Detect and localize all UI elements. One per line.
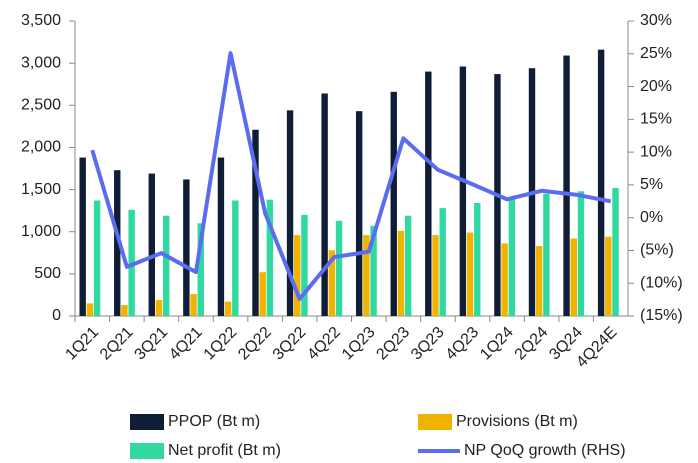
legend-label: NP QoQ growth (RHS)	[464, 442, 626, 459]
legend-label: Provisions (Bt m)	[456, 413, 578, 430]
bar	[577, 191, 585, 316]
y2-tick-label: 20%	[640, 78, 672, 95]
x-tick-label: 2Q22	[235, 324, 275, 364]
line	[90, 51, 612, 301]
bar	[501, 243, 508, 316]
bar	[570, 238, 577, 316]
bar	[466, 232, 474, 316]
legend-swatch	[130, 414, 164, 430]
bar	[355, 111, 363, 316]
bar	[232, 200, 239, 316]
bar	[543, 193, 550, 316]
y2-tick-label: 0%	[640, 209, 663, 226]
bar	[155, 299, 163, 316]
bar	[79, 157, 86, 316]
x-tick-label: 4Q22	[304, 324, 344, 364]
bar	[224, 301, 232, 316]
legend-label: PPOP (Bt m)	[168, 413, 260, 430]
bar	[183, 179, 190, 316]
y-tick-label: 1,500	[21, 181, 61, 198]
bar	[612, 187, 619, 316]
bar	[217, 157, 225, 316]
bar	[286, 110, 294, 316]
x-tick-label: 3Q22	[270, 324, 310, 364]
bar	[163, 215, 170, 316]
bar	[86, 303, 94, 316]
y2-tick-label: (10%)	[640, 274, 683, 291]
bar	[301, 214, 308, 316]
bar	[390, 91, 397, 316]
x-tick-label: 3Q21	[132, 324, 172, 364]
y-tick-label: 3,500	[21, 12, 61, 29]
y2-tick-label: 5%	[640, 176, 663, 193]
y-tick-label: 3,000	[21, 54, 61, 71]
bar	[474, 203, 481, 316]
bar	[321, 93, 328, 316]
bar	[404, 215, 412, 316]
y2-tick-label: 25%	[640, 45, 672, 62]
x-tick-label: 3Q23	[408, 324, 448, 364]
bar	[397, 230, 405, 316]
bar	[114, 170, 121, 316]
y-tick-label: 2,000	[21, 139, 61, 156]
legend-label: Net profit (Bt m)	[168, 442, 281, 459]
y2-tick-label: 15%	[640, 111, 672, 128]
x-tick-label: 1Q23	[339, 324, 379, 364]
bar	[148, 173, 156, 316]
bar	[328, 250, 336, 316]
y-tick-label: 2,500	[21, 97, 61, 114]
bar	[259, 272, 266, 316]
x-tick-label: 1Q24	[477, 324, 517, 364]
y-tick-label: 0	[52, 307, 61, 324]
bar	[535, 246, 543, 316]
x-tick-label: 2Q23	[373, 324, 413, 364]
bar	[335, 220, 343, 316]
bar	[363, 235, 370, 316]
bar	[370, 225, 377, 316]
bar	[508, 198, 516, 316]
y-tick-label: 500	[34, 265, 61, 282]
bar	[190, 294, 197, 316]
bar	[121, 305, 128, 316]
bar	[563, 55, 570, 317]
legend-swatch	[130, 443, 164, 459]
bar	[425, 71, 432, 316]
bar	[459, 66, 467, 316]
bar	[197, 223, 204, 316]
bar	[294, 235, 301, 316]
y-tick-label: 1,000	[21, 223, 61, 240]
bar	[439, 208, 446, 316]
x-tick-label: 1Q21	[62, 324, 102, 364]
bar	[252, 129, 259, 316]
bar	[266, 199, 274, 316]
legend-swatch	[418, 414, 452, 430]
bar	[432, 235, 439, 316]
bar	[597, 49, 605, 317]
y2-tick-label: 10%	[640, 143, 672, 160]
x-tick-label: 2Q24	[512, 324, 552, 364]
x-tick-label: 2Q21	[97, 324, 137, 364]
y2-tick-label: (5%)	[640, 242, 674, 259]
bar	[605, 236, 612, 316]
x-tick-label: 1Q22	[201, 324, 241, 364]
x-tick-label: 4Q23	[443, 324, 483, 364]
y2-tick-label: (15%)	[640, 307, 683, 324]
y2-tick-label: 30%	[640, 12, 672, 29]
bar	[93, 200, 101, 316]
x-tick-label: 4Q21	[166, 324, 206, 364]
